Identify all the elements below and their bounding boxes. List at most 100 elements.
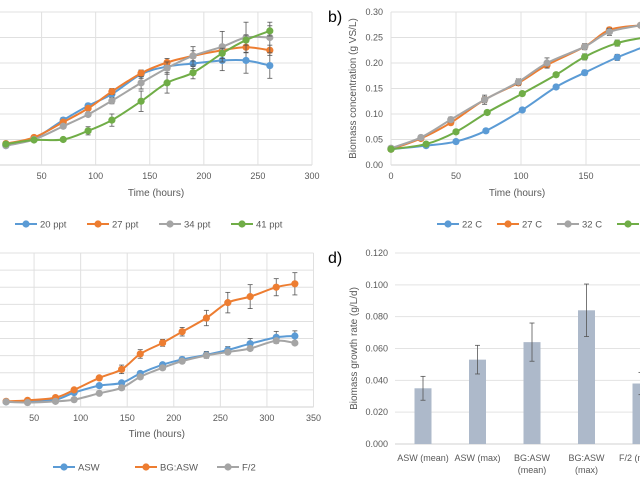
chart-panel-c: 50 100 150 200 250 300 350 Time (hours) ASW BG:AS… [0, 252, 321, 474]
y-tick-label: 0.25 [365, 33, 383, 43]
y-tick-label: 0.040 [365, 375, 388, 385]
data-point [447, 116, 455, 124]
data-point [2, 398, 10, 406]
error-bars-37 C [388, 39, 620, 152]
error-bars-27 ppt [3, 41, 273, 146]
legend-label: 34 ppt [184, 220, 211, 231]
data-point [95, 382, 103, 390]
legend-label: 20 ppt [40, 220, 67, 231]
data-point [189, 69, 197, 77]
data-point [514, 78, 523, 86]
chart-panel-b: b)0501001502000.000.050.100.150.200.250.… [328, 7, 640, 231]
y-tick-label: 0.020 [365, 407, 388, 417]
data-point [552, 83, 560, 91]
y-axis-title: Biomass concentration (g VS/L) [348, 18, 359, 159]
y-tick-label: 0.15 [365, 84, 383, 94]
data-point [242, 56, 250, 65]
data-point [387, 145, 395, 153]
data-point [118, 379, 126, 387]
legend-marker [94, 220, 102, 228]
data-point [552, 71, 560, 79]
data-point [218, 49, 226, 57]
data-point [246, 293, 254, 301]
data-point [118, 384, 126, 392]
x-tick-label: 350 [306, 413, 321, 423]
x-tick-label: 150 [142, 171, 157, 181]
x-axis-title: Time (hours) [489, 188, 545, 199]
x-tick-label: 250 [213, 413, 228, 423]
data-point [23, 398, 32, 407]
legend-label: 32 C [582, 220, 602, 231]
y-tick-label: 0.20 [365, 58, 383, 68]
error-bars-ASW [3, 330, 298, 403]
legend-marker [22, 220, 30, 228]
series-line-34-ppt [5, 35, 270, 147]
bar [414, 388, 432, 444]
data-point [605, 28, 614, 36]
y-axis-title: Biomass growth rate (g/L/d) [349, 287, 360, 410]
data-point [543, 59, 551, 67]
series-layer [2, 272, 299, 407]
x-tick-label: 100 [513, 171, 528, 181]
data-point [246, 344, 254, 353]
data-point [266, 27, 274, 35]
data-point [163, 64, 171, 72]
legend-item: 27 ppt [87, 220, 139, 231]
data-point [2, 140, 10, 148]
data-point [163, 79, 171, 87]
legend-item: 41 ppt [231, 220, 283, 231]
category-label: F/2 (mean) [619, 453, 640, 463]
legend-item: ASW [53, 463, 100, 474]
series-layer [2, 21, 274, 150]
data-point [59, 135, 67, 144]
data-point [189, 52, 197, 60]
legend-marker [166, 220, 174, 228]
data-point [178, 328, 186, 336]
error-bars-32 C [388, 22, 640, 151]
y-tick-label: 0.05 [365, 135, 383, 145]
data-point [84, 127, 92, 135]
series-layer [387, 21, 640, 153]
series-line-41-ppt [5, 29, 271, 146]
x-tick-label: 300 [304, 171, 319, 181]
panel-label: d) [328, 250, 342, 267]
x-tick-label: 250 [250, 171, 265, 181]
data-point [70, 396, 78, 404]
data-point [137, 97, 145, 105]
y-tick-label: 0.000 [365, 439, 388, 449]
legend-label: F/2 [242, 463, 256, 474]
data-point [70, 386, 78, 394]
legend-label: ASW [78, 463, 100, 474]
series-line-27-c [390, 24, 640, 151]
x-tick-label: 0 [388, 171, 393, 181]
legend-marker [624, 220, 632, 228]
data-point [178, 357, 186, 365]
legend-item: 27 C [497, 220, 542, 231]
bar [578, 310, 595, 444]
series-line-32-c [390, 24, 640, 150]
data-point [137, 69, 145, 77]
x-tick-label: 50 [29, 413, 39, 423]
data-point [422, 140, 430, 148]
legend-label: BG:ASW [160, 463, 198, 474]
y-tick-label: 0.10 [365, 109, 383, 119]
error-bars-BG:ASW [3, 272, 298, 403]
data-point [482, 127, 490, 135]
legend-item: BG:ASW [135, 463, 198, 474]
x-tick-label: 100 [88, 171, 103, 181]
x-tick-label: 150 [578, 171, 593, 181]
data-point [51, 397, 60, 405]
data-point [581, 53, 589, 61]
chart-panel-a: 50 100 150 200 250 300 Time (hours) 20 ppt 27 pp… [0, 11, 320, 231]
legend-item: 34 ppt [159, 220, 211, 231]
bar [469, 359, 486, 444]
data-point [30, 136, 38, 144]
data-point [108, 87, 116, 96]
legend-label: 22 C [462, 220, 482, 231]
bar [523, 342, 541, 444]
data-point [613, 53, 621, 61]
y-tick-label: 0.060 [365, 344, 388, 354]
data-point [481, 96, 489, 104]
x-tick-label: 50 [37, 171, 47, 181]
